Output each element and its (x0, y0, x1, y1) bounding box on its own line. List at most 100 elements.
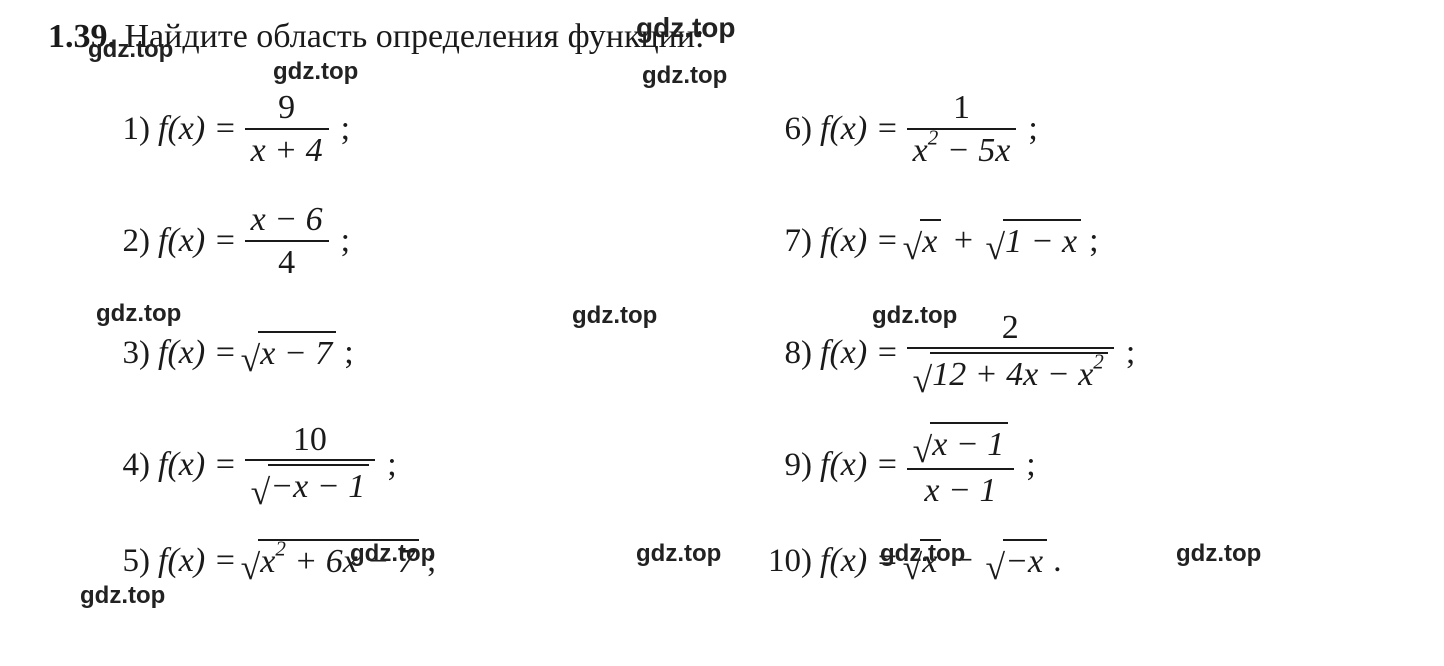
lhs: f(x) = (820, 542, 899, 580)
numerator: 9 (272, 90, 301, 126)
item-10: 10) f(x) = √ x − √ −x . (754, 521, 1396, 601)
radical-icon: √ (986, 230, 1006, 266)
item-index: 3) (92, 335, 158, 372)
lhs: f(x) = (158, 334, 237, 372)
sqrt: √ −x − 1 (251, 464, 370, 509)
item-index: 9) (754, 447, 820, 484)
problem-columns: 1) f(x) = 9 x + 4 ; 2) f(x) = x − 6 (48, 73, 1396, 601)
lhs: f(x) = (820, 334, 899, 372)
sqrt: √ x (903, 219, 942, 264)
item-7: 7) f(x) = √ x + √ 1 − x ; (754, 185, 1396, 297)
tail: ; (1089, 222, 1098, 260)
denominator: x2 − 5x (907, 133, 1017, 169)
fraction: 9 x + 4 (245, 90, 329, 168)
fraction-bar (907, 347, 1114, 349)
minus: − (945, 542, 981, 580)
plus: + (945, 222, 981, 260)
radicand: x2 + 6x − 7 (258, 539, 419, 584)
denominator: 4 (272, 245, 301, 281)
sqrt: √ 12 + 4x − x2 (913, 352, 1108, 397)
fraction-bar (245, 240, 329, 242)
numerator: 10 (287, 422, 333, 458)
item-index: 2) (92, 223, 158, 260)
lhs: f(x) = (820, 222, 899, 260)
problem-text: Найдите область определения функции: (125, 18, 705, 55)
sqrt: √ −x (986, 539, 1048, 584)
denominator: x − 1 (918, 473, 1002, 509)
fraction: √ x − 1 x − 1 (907, 422, 1015, 509)
item-expression: f(x) = 1 x2 − 5x ; (820, 90, 1038, 168)
fraction: x − 6 4 (245, 202, 329, 280)
radicand: 12 + 4x − x2 (930, 352, 1108, 397)
item-5: 5) f(x) = √ x2 + 6x − 7 ; (92, 521, 734, 601)
numerator: √ x − 1 (907, 422, 1015, 467)
item-expression: f(x) = 9 x + 4 ; (158, 90, 350, 168)
radicand: −x (1003, 539, 1047, 584)
tail: ; (1026, 446, 1035, 484)
tail: ; (387, 446, 396, 484)
item-index: 8) (754, 335, 820, 372)
item-expression: f(x) = 2 √ 12 + 4x − x2 ; (820, 310, 1135, 397)
lhs: f(x) = (158, 110, 237, 148)
radicand: 1 − x (1003, 219, 1081, 264)
tail: ; (1126, 334, 1135, 372)
tail: ; (341, 110, 350, 148)
item-index: 1) (92, 111, 158, 148)
sqrt: √ x (903, 539, 942, 584)
item-9: 9) f(x) = √ x − 1 x − 1 ; (754, 409, 1396, 521)
item-expression: f(x) = √ x − 1 x − 1 ; (820, 422, 1036, 509)
fraction: 1 x2 − 5x (907, 90, 1017, 168)
lhs: f(x) = (158, 542, 237, 580)
item-expression: f(x) = √ x + √ 1 − x ; (820, 219, 1099, 264)
tail: ; (341, 222, 350, 260)
radical-icon: √ (913, 363, 933, 399)
sqrt: √ 1 − x (986, 219, 1082, 264)
column-right: 6) f(x) = 1 x2 − 5x ; 7) f(x) = √ (734, 73, 1396, 601)
fraction-bar (245, 459, 376, 461)
numerator: 1 (947, 90, 976, 126)
item-4: 4) f(x) = 10 √ −x − 1 ; (92, 409, 734, 521)
item-2: 2) f(x) = x − 6 4 ; (92, 185, 734, 297)
denominator: x + 4 (245, 133, 329, 169)
fraction-bar (907, 128, 1017, 130)
fraction: 2 √ 12 + 4x − x2 (907, 310, 1114, 397)
radical-icon: √ (986, 550, 1006, 586)
sqrt: √ x − 1 (913, 422, 1009, 467)
tail: . (1053, 542, 1062, 580)
radicand: x − 7 (258, 331, 336, 376)
item-index: 4) (92, 447, 158, 484)
sqrt: √ x − 7 (241, 331, 337, 376)
item-index: 6) (754, 111, 820, 148)
radical-icon: √ (903, 230, 923, 266)
item-expression: f(x) = √ x − √ −x . (820, 539, 1062, 584)
item-index: 7) (754, 223, 820, 260)
denominator: √ 12 + 4x − x2 (907, 352, 1114, 397)
radical-icon: √ (913, 433, 933, 469)
item-6: 6) f(x) = 1 x2 − 5x ; (754, 73, 1396, 185)
denominator: √ −x − 1 (245, 464, 376, 509)
numerator: 2 (996, 310, 1025, 346)
item-expression: f(x) = x − 6 4 ; (158, 202, 350, 280)
radical-icon: √ (251, 475, 271, 511)
numerator: x − 6 (245, 202, 329, 238)
lhs: f(x) = (820, 446, 899, 484)
lhs: f(x) = (820, 110, 899, 148)
item-3: 3) f(x) = √ x − 7 ; (92, 297, 734, 409)
item-expression: f(x) = √ x − 7 ; (158, 331, 354, 376)
tail: ; (1028, 110, 1037, 148)
radicand: x − 1 (930, 422, 1008, 467)
lhs: f(x) = (158, 222, 237, 260)
radical-icon: √ (903, 550, 923, 586)
radicand: x (920, 539, 941, 584)
sqrt: √ x2 + 6x − 7 (241, 539, 419, 584)
item-expression: f(x) = √ x2 + 6x − 7 ; (158, 539, 436, 584)
radicand: −x − 1 (268, 464, 369, 509)
radical-icon: √ (241, 342, 261, 378)
item-index: 5) (92, 543, 158, 580)
item-expression: f(x) = 10 √ −x − 1 ; (158, 422, 397, 509)
column-left: 1) f(x) = 9 x + 4 ; 2) f(x) = x − 6 (48, 73, 734, 601)
tail: ; (344, 334, 353, 372)
fraction-bar (245, 128, 329, 130)
page: 1.39. Найдите область определения функци… (0, 0, 1444, 666)
tail: ; (427, 542, 436, 580)
